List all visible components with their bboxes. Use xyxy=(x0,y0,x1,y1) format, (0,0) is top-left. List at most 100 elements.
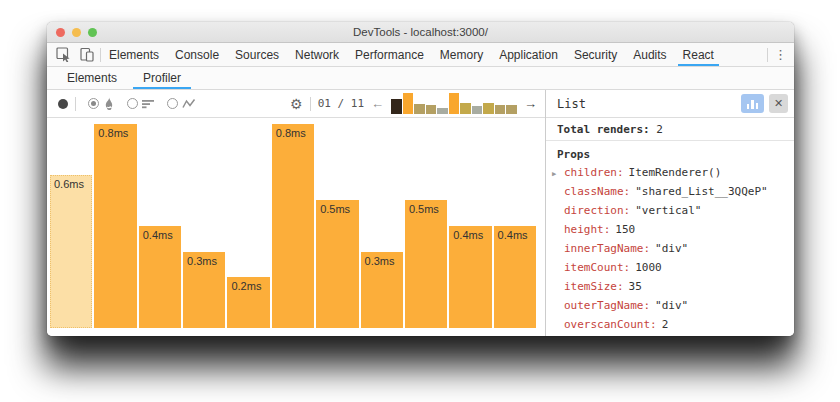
devtools-tab-label: Memory xyxy=(440,48,483,62)
prop-row: ▶ children: ItemRenderer() xyxy=(546,164,794,183)
commit-bar-label: 0.4ms xyxy=(453,229,483,241)
flamegraph-radio[interactable] xyxy=(88,98,99,109)
minimize-window-button[interactable] xyxy=(72,28,81,37)
devtools-window: DevTools - localhost:3000/ Elem xyxy=(47,22,794,336)
close-details-button[interactable]: ✕ xyxy=(769,94,788,113)
commit-bar[interactable]: 0.8ms xyxy=(272,124,314,328)
details-header: List ✕ xyxy=(546,90,794,118)
settings-gear-icon[interactable]: ⚙ xyxy=(290,97,303,111)
devtools-tab[interactable]: Elements xyxy=(101,43,167,66)
commit-bar[interactable]: 0.6ms xyxy=(50,175,92,328)
minimap-bar[interactable] xyxy=(472,106,483,114)
minimap-bar[interactable] xyxy=(483,103,494,114)
next-snapshot-button[interactable]: → xyxy=(524,97,537,110)
ranked-view-option[interactable] xyxy=(127,98,155,109)
minimap-bar[interactable] xyxy=(460,103,471,114)
prop-key: overscanCount: xyxy=(564,316,657,333)
devtools-tab-label: Security xyxy=(574,48,617,62)
devtools-tab[interactable]: Memory xyxy=(432,43,491,66)
prop-key: height: xyxy=(564,221,610,238)
props-section: Props ▶ children: ItemRenderer() ▶ class… xyxy=(546,141,794,336)
minimap-bar[interactable] xyxy=(437,108,448,114)
expand-triangle-icon[interactable]: ▶ xyxy=(552,166,564,183)
commit-bar[interactable]: 0.2ms xyxy=(227,277,269,328)
commit-bar[interactable]: 0.5ms xyxy=(316,200,358,328)
zoom-window-button[interactable] xyxy=(88,28,97,37)
devtools-tab[interactable]: Performance xyxy=(347,43,432,66)
previous-snapshot-button[interactable]: ← xyxy=(371,97,384,110)
commit-bar[interactable]: 0.3ms xyxy=(361,252,403,328)
toolbar-divider xyxy=(75,97,76,111)
toolbar-divider xyxy=(310,97,311,111)
commit-bar-chart: 0.6ms0.8ms0.4ms0.3ms0.2ms0.8ms0.5ms0.3ms… xyxy=(47,118,545,336)
prop-key: direction: xyxy=(564,202,630,219)
title-bar: DevTools - localhost:3000/ xyxy=(47,22,794,43)
total-renders-label: Total renders: xyxy=(557,123,650,136)
minimap-bar[interactable] xyxy=(391,99,402,114)
prop-key: innerTagName: xyxy=(564,240,650,257)
interactions-radio[interactable] xyxy=(167,98,178,109)
commit-bar-label: 0.6ms xyxy=(54,178,84,190)
props-heading: Props xyxy=(546,145,794,164)
prop-value: ItemRenderer() xyxy=(629,164,722,181)
commit-bar[interactable]: 0.3ms xyxy=(183,252,225,328)
commit-bar-label: 0.5ms xyxy=(320,203,350,215)
devtools-tab-label: Elements xyxy=(109,48,159,62)
minimap-bar[interactable] xyxy=(449,93,460,114)
prop-key: itemCount: xyxy=(564,259,630,276)
commit-bar[interactable]: 0.4ms xyxy=(494,226,536,328)
devtools-tab[interactable]: Security xyxy=(566,43,625,66)
devtools-tab[interactable]: Console xyxy=(167,43,227,66)
devtools-tab[interactable]: Sources xyxy=(227,43,287,66)
ranked-chart-icon xyxy=(142,99,155,109)
react-devtools-tab[interactable]: Elements xyxy=(54,67,130,89)
commit-bar-label: 0.8ms xyxy=(98,127,128,139)
inspect-element-icon[interactable] xyxy=(56,47,71,62)
react-devtools-tab-label: Profiler xyxy=(143,71,181,85)
interactions-view-option[interactable] xyxy=(167,98,196,109)
prop-row: ▶ itemCount: 1000 xyxy=(546,259,794,278)
devtools-tool-icons xyxy=(47,43,100,66)
profiler-toolbar: ⚙ 01 / 11 ← → xyxy=(47,90,545,118)
props-list: ▶ children: ItemRenderer() ▶ className: … xyxy=(546,164,794,336)
commit-bar[interactable]: 0.8ms xyxy=(94,124,136,328)
snapshot-counter: 01 / 11 xyxy=(318,97,364,110)
render-chart-toggle-button[interactable] xyxy=(741,94,764,113)
react-devtools-tab[interactable]: Profiler xyxy=(130,67,194,89)
minimap-bar[interactable] xyxy=(414,104,425,114)
devtools-tab-label: Application xyxy=(499,48,558,62)
prop-value: 35 xyxy=(629,278,642,295)
devtools-tab[interactable]: Application xyxy=(491,43,566,66)
ranked-radio[interactable] xyxy=(127,98,138,109)
snapshot-minimap[interactable] xyxy=(391,93,517,114)
prop-row: ▶ height: 150 xyxy=(546,221,794,240)
commit-bar[interactable]: 0.4ms xyxy=(449,226,491,328)
tab-bar-right: ⋮ xyxy=(767,43,794,66)
total-renders-value: 2 xyxy=(656,123,663,136)
device-toolbar-icon[interactable] xyxy=(80,47,94,62)
devtools-tab-label: Performance xyxy=(355,48,424,62)
flame-icon xyxy=(103,97,115,111)
record-icon[interactable] xyxy=(58,99,68,109)
prop-value: 150 xyxy=(615,221,635,238)
prop-row: ▶ itemSize: 35 xyxy=(546,278,794,297)
minimap-bar[interactable] xyxy=(495,105,506,114)
commit-bar-label: 0.3ms xyxy=(187,255,217,267)
close-window-button[interactable] xyxy=(56,28,65,37)
commit-bar[interactable]: 0.5ms xyxy=(405,200,447,328)
devtools-tab[interactable]: Audits xyxy=(625,43,674,66)
commit-bar[interactable]: 0.4ms xyxy=(139,226,181,328)
flamegraph-view-option[interactable] xyxy=(88,97,115,111)
prop-value: 2 xyxy=(662,316,669,333)
minimap-bar[interactable] xyxy=(403,93,414,114)
devtools-tab[interactable]: Network xyxy=(287,43,347,66)
devtools-tab[interactable]: React xyxy=(675,43,722,66)
commit-bar-label: 0.4ms xyxy=(143,229,173,241)
bar-chart-icon xyxy=(751,100,754,109)
devtools-tab-bar: Elements Console Sources Network Perform… xyxy=(47,43,794,67)
minimap-bar[interactable] xyxy=(506,105,517,114)
prop-row: ▶ direction: "vertical" xyxy=(546,202,794,221)
minimap-bar[interactable] xyxy=(426,105,437,114)
commit-bar-label: 0.8ms xyxy=(276,127,306,139)
more-options-icon[interactable]: ⋮ xyxy=(774,48,787,61)
